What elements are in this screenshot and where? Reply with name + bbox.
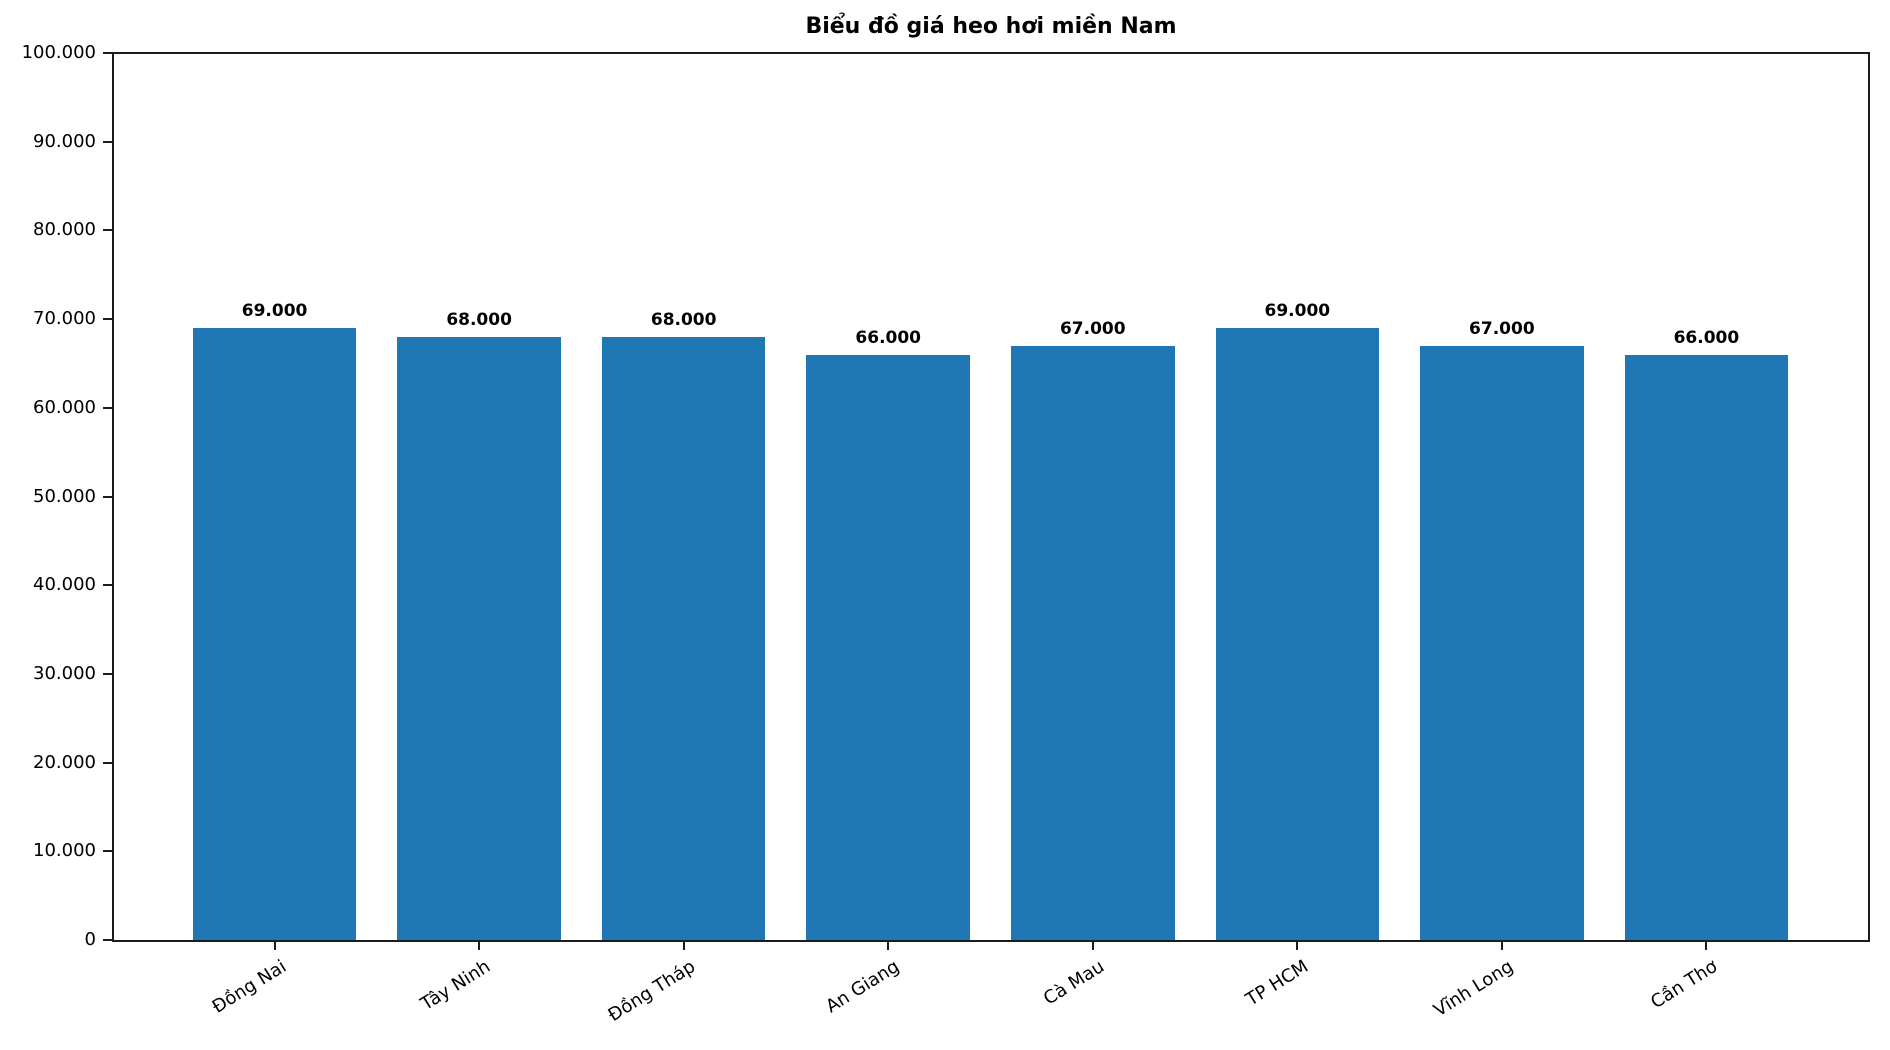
y-axis-tick [103, 939, 112, 941]
bar-value-label: 66.000 [1673, 327, 1740, 348]
x-axis-tick [1500, 941, 1503, 950]
bar [397, 336, 561, 940]
x-tick-label: Đồng Nai [208, 956, 290, 1018]
x-axis-tick [1091, 941, 1094, 950]
bar [1215, 327, 1380, 940]
x-axis-tick [887, 941, 890, 950]
x-axis-tick [1296, 941, 1299, 950]
bar-value-label: 68.000 [650, 309, 717, 330]
y-tick-label: 100.000 [21, 42, 96, 63]
x-tick-label: Cần Thơ [1647, 956, 1722, 1014]
chart-title: Biểu đồ giá heo hơi miền Nam [805, 14, 1177, 39]
x-tick-label: Tây Ninh [417, 956, 495, 1015]
x-axis-tick [273, 941, 276, 950]
y-axis-tick [103, 495, 112, 498]
bar-value-label: 67.000 [1059, 318, 1126, 339]
bar-value-label: 67.000 [1469, 318, 1535, 339]
bar [1010, 345, 1175, 940]
y-axis-tick [103, 761, 112, 764]
y-axis-tick [103, 52, 112, 54]
y-tick-label: 40.000 [33, 574, 96, 596]
y-tick-label: 90.000 [33, 130, 96, 152]
y-axis-tick [103, 584, 112, 587]
y-tick-label: 70.000 [33, 308, 96, 330]
y-tick-label: 50.000 [33, 485, 96, 507]
y-axis-tick [103, 140, 112, 143]
y-axis-tick [103, 672, 112, 675]
x-tick-label: Đồng Tháp [604, 956, 699, 1026]
bar [601, 336, 766, 940]
bar [806, 354, 971, 940]
y-tick-label: 60.000 [33, 396, 96, 418]
y-tick-label: 20.000 [33, 751, 96, 773]
bar-value-label: 69.000 [1264, 300, 1331, 321]
y-axis-tick [103, 229, 112, 232]
y-axis-tick [103, 318, 112, 321]
x-axis-tick [478, 941, 481, 950]
x-tick-label: An Giang [822, 956, 904, 1018]
x-tick-label: Cà Mau [1039, 956, 1108, 1010]
x-axis-tick [1705, 941, 1708, 950]
bar [1420, 345, 1584, 940]
bar [1624, 354, 1789, 940]
bar-value-label: 68.000 [446, 309, 512, 330]
y-axis-tick [103, 850, 112, 853]
y-tick-label: 30.000 [33, 662, 96, 684]
y-tick-label: 0 [84, 929, 96, 950]
x-tick-label: Vĩnh Long [1430, 956, 1517, 1022]
y-tick-label: 80.000 [33, 219, 96, 241]
x-axis-tick [682, 941, 685, 950]
plot-area [112, 52, 1870, 942]
bar-value-label: 69.000 [241, 300, 308, 321]
bar [192, 327, 357, 940]
x-tick-label: TP HCM [1242, 956, 1313, 1011]
y-axis-tick [103, 406, 112, 409]
y-tick-label: 10.000 [33, 840, 96, 862]
bar-value-label: 66.000 [855, 327, 922, 348]
